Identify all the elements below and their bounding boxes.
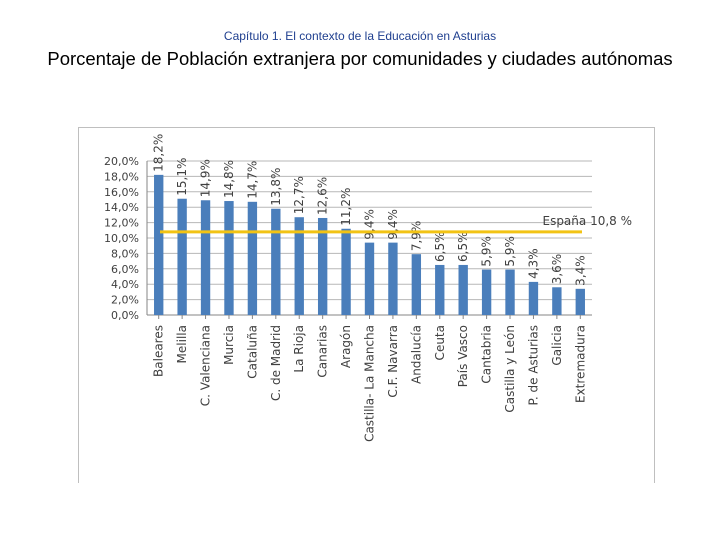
category-label: C. Valenciana	[199, 325, 213, 406]
bar	[552, 287, 562, 315]
y-tick-label: 20,0%	[104, 155, 139, 168]
y-tick-label: 8,0%	[111, 247, 139, 260]
bar	[224, 201, 234, 315]
category-label: País Vasco	[456, 325, 470, 387]
bar	[388, 242, 398, 315]
category-label: Cataluña	[245, 325, 259, 379]
category-label: Castilla y León	[503, 325, 517, 413]
category-label: Baleares	[152, 325, 166, 377]
value-label: 5,9%	[480, 236, 494, 267]
category-label: Melilla	[175, 325, 189, 363]
bar	[154, 174, 164, 315]
reference-label: España 10,8 %	[542, 214, 632, 228]
chart-frame	[78, 127, 655, 483]
bar	[505, 269, 515, 315]
bar	[364, 242, 375, 315]
chapter-subtitle: Capítulo 1. El contexto de la Educación …	[223, 29, 497, 43]
value-label: 14,9%	[199, 159, 213, 197]
y-tick-label: 14,0%	[104, 201, 139, 214]
category-label: C.F. Navarra	[386, 325, 400, 398]
value-label: 9,4%	[363, 209, 377, 240]
category-label: Canarias	[316, 325, 330, 378]
bar	[294, 217, 304, 315]
value-label: 11,2%	[339, 188, 353, 226]
value-label: 5,9%	[503, 236, 517, 267]
bar	[435, 264, 445, 315]
y-tick-label: 2,0%	[111, 294, 139, 307]
value-label: 12,6%	[316, 177, 330, 215]
value-label: 6,5%	[456, 231, 470, 262]
bar	[317, 217, 328, 315]
bar	[177, 198, 187, 315]
y-tick-label: 6,0%	[111, 263, 139, 276]
category-label: Galicia	[550, 325, 564, 366]
category-label: Ceuta	[433, 325, 447, 360]
value-label: 12,7%	[292, 176, 306, 214]
bar	[247, 201, 258, 315]
category-label: C. de Madrid	[269, 325, 283, 401]
value-label: 18,2%	[152, 134, 166, 172]
category-label: Extremadura	[573, 325, 587, 403]
y-tick-label: 18,0%	[104, 170, 139, 183]
y-tick-label: 4,0%	[111, 278, 139, 291]
bar	[575, 288, 585, 315]
value-label: 6,5%	[433, 231, 447, 262]
y-tick-label: 10,0%	[104, 232, 139, 245]
value-label: 15,1%	[175, 158, 189, 196]
value-label: 3,4%	[573, 255, 587, 286]
bar	[200, 200, 211, 315]
y-tick-label: 12,0%	[104, 217, 139, 230]
category-label: P. de Asturias	[526, 325, 540, 405]
bar	[411, 254, 422, 315]
bar	[528, 281, 539, 315]
bar	[271, 208, 281, 315]
value-label: 14,8%	[222, 160, 236, 198]
value-label: 3,6%	[550, 254, 564, 285]
category-label: Castilla- La Mancha	[363, 325, 377, 442]
y-tick-label: 16,0%	[104, 186, 139, 199]
bar	[481, 269, 492, 315]
value-label: 4,3%	[526, 248, 540, 279]
chart-title: Porcentaje de Población extranjera por c…	[47, 48, 673, 69]
category-label: La Rioja	[292, 325, 306, 373]
value-label: 7,9%	[409, 221, 423, 252]
value-label: 9,4%	[386, 209, 400, 240]
value-label: 14,7%	[245, 161, 259, 199]
category-label: Andalucía	[409, 325, 423, 384]
category-label: Cantabria	[480, 325, 494, 384]
bar	[341, 228, 351, 315]
category-label: Aragón	[339, 325, 353, 368]
bar	[458, 264, 468, 315]
y-tick-label: 0,0%	[111, 309, 139, 322]
value-label: 13,8%	[269, 168, 283, 206]
category-label: Murcia	[222, 325, 236, 365]
